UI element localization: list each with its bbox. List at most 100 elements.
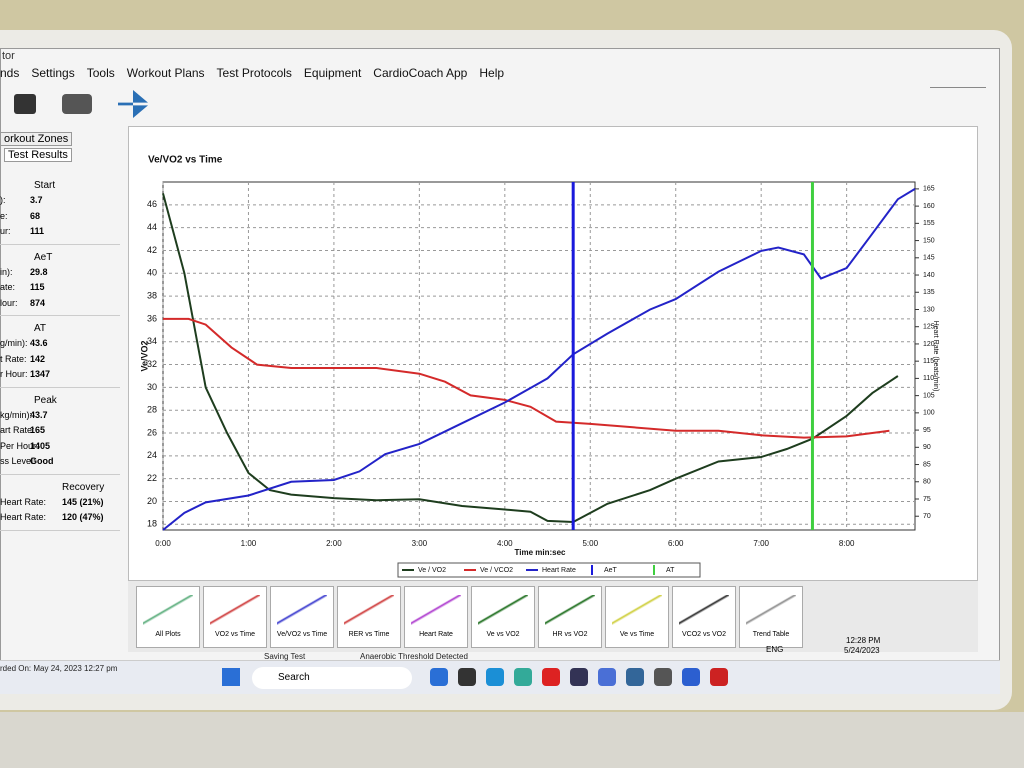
clock-time: 12:28 PM: [846, 636, 881, 645]
field-label: ate:: [0, 282, 16, 292]
y2-tick-label: 135: [923, 289, 935, 296]
field-value: 1405: [30, 440, 51, 451]
field-label: ):: [0, 195, 6, 205]
thumbnail-graphic: [210, 595, 260, 625]
field-label: t Rate:: [0, 353, 27, 364]
menu-item[interactable]: Workout Plans: [126, 66, 205, 80]
taskbar-app-icon[interactable]: [542, 668, 560, 686]
taskbar-app-icon[interactable]: [598, 668, 616, 686]
taskbar-app-icon[interactable]: [430, 668, 448, 686]
field-value: 874: [30, 297, 46, 308]
plot-thumbnail[interactable]: All Plots: [136, 586, 200, 648]
y-tick-label: 46: [147, 199, 157, 209]
menu-bar: nds Settings Tools Workout Plans Test Protoc…: [0, 66, 504, 80]
series-line: [163, 317, 890, 439]
y-tick-label: 32: [147, 359, 157, 369]
plot-thumbnail[interactable]: Trend Table: [739, 586, 803, 648]
y2-tick-label: 125: [923, 324, 935, 331]
status-text: Saving Test: [264, 652, 306, 661]
field-value: 165: [30, 425, 46, 435]
field-value: 111: [30, 226, 45, 236]
field-value: 142: [30, 353, 46, 364]
tab[interactable]: Test Results: [4, 148, 72, 162]
y-tick-label: 28: [147, 405, 157, 415]
plot-thumbnail[interactable]: HR vs VO2: [538, 586, 602, 648]
y2-tick-label: 140: [923, 272, 935, 279]
thumbnail-graphic: [545, 595, 595, 625]
y2-tick-label: 120: [923, 341, 935, 348]
plot-thumbnail[interactable]: Ve vs Time: [605, 586, 669, 648]
taskbar-app-icon[interactable]: [654, 668, 672, 686]
y2-tick-label: 160: [923, 203, 935, 210]
menu-item[interactable]: Tools: [86, 66, 115, 80]
section-divider: [0, 315, 120, 316]
menu-item[interactable]: Test Protocols: [216, 66, 292, 80]
taskbar-app-icon[interactable]: [570, 668, 588, 686]
y2-tick-label: 85: [923, 461, 931, 468]
window-title: tor: [2, 50, 15, 62]
plot-thumbnail[interactable]: Ve vs VO2: [471, 586, 535, 648]
y2-tick-label: 115: [923, 358, 934, 365]
menu-item[interactable]: Equipment: [303, 66, 362, 80]
legend-label: Heart Rate: [542, 567, 576, 574]
thumbnail-graphic: [411, 595, 461, 625]
menu-item[interactable]: Settings: [31, 66, 75, 80]
y2-tick-label: 100: [923, 410, 935, 417]
section-divider: [0, 529, 120, 531]
section-heading: Start: [34, 180, 56, 191]
left-panel: Start): 3.7 e: 68 ur: 111 AeT in): 29.8 ate: 115 lo…: [0, 172, 120, 642]
taskbar-app-icon[interactable]: [514, 668, 532, 686]
language: ENG: [766, 645, 784, 654]
y-tick-label: 38: [147, 290, 157, 300]
taskbar-search[interactable]: Search: [252, 667, 412, 689]
section-divider: [0, 386, 120, 388]
section-divider: [0, 473, 120, 475]
taskbar-app-icon[interactable]: [710, 668, 728, 686]
thumbnail-graphic: [143, 595, 193, 625]
menu-item[interactable]: nds: [0, 66, 20, 80]
thumbnail-graphic: [612, 595, 662, 625]
taskbar-app-icon[interactable]: [458, 668, 476, 686]
chart-title: Ve/VO2 vs Time: [148, 155, 223, 166]
tab[interactable]: orkout Zones: [0, 132, 73, 146]
thumbnail-graphic: [478, 595, 528, 625]
toolbar-icon-print[interactable]: [62, 94, 92, 114]
plot-thumbnail[interactable]: Heart Rate: [404, 586, 468, 648]
y2-tick-label: 165: [923, 186, 935, 193]
taskbar-app-icon[interactable]: [626, 668, 644, 686]
taskbar-app-icon[interactable]: [682, 668, 700, 686]
thumbnail-graphic: [679, 595, 729, 625]
field-value: Good: [30, 456, 54, 466]
thumbnail-label: HR vs VO2: [552, 631, 588, 638]
y2-tick-label: 80: [923, 479, 931, 486]
legend-label: Ve / VCO2: [480, 567, 513, 574]
toolbar-icon-save[interactable]: [14, 94, 36, 114]
y-tick-label: 22: [147, 473, 157, 483]
field-label: in):: [0, 266, 13, 277]
plot-thumbnail[interactable]: VCO2 vs VO2: [672, 586, 736, 648]
menu-item[interactable]: Help: [479, 66, 505, 80]
legend-label: Ve / VO2: [418, 567, 446, 574]
y-tick-label: 30: [147, 382, 157, 392]
field-value: 115: [30, 282, 45, 292]
thumbnail-label: Ve/VO2 vs Time: [276, 631, 328, 638]
thumbnail-label: Heart Rate: [419, 631, 453, 638]
menu-item[interactable]: CardioCoach App: [373, 66, 468, 80]
plot-thumbnail[interactable]: RER vs Time: [337, 586, 401, 648]
status-text: rded On: May 24, 2023 12:27 pm: [0, 664, 118, 673]
section-heading: AeT: [34, 251, 53, 263]
field-label: e:: [0, 210, 8, 221]
start-button[interactable]: [222, 668, 240, 686]
taskbar-app-icon[interactable]: [486, 668, 504, 686]
x-tick-label: 3:00: [412, 539, 428, 548]
x-tick-label: 0:00: [155, 539, 171, 548]
y2-tick-label: 130: [923, 306, 935, 313]
thumbnail-label: Ve vs VO2: [486, 631, 520, 638]
plot-thumbnail[interactable]: VO2 vs Time: [203, 586, 267, 648]
series-line: [162, 193, 899, 524]
y-tick-label: 26: [147, 427, 157, 437]
plot-thumbnail[interactable]: Ve/VO2 vs Time: [270, 586, 334, 648]
y-tick-label: 36: [147, 313, 157, 323]
thumbnail-graphic: [746, 595, 796, 625]
